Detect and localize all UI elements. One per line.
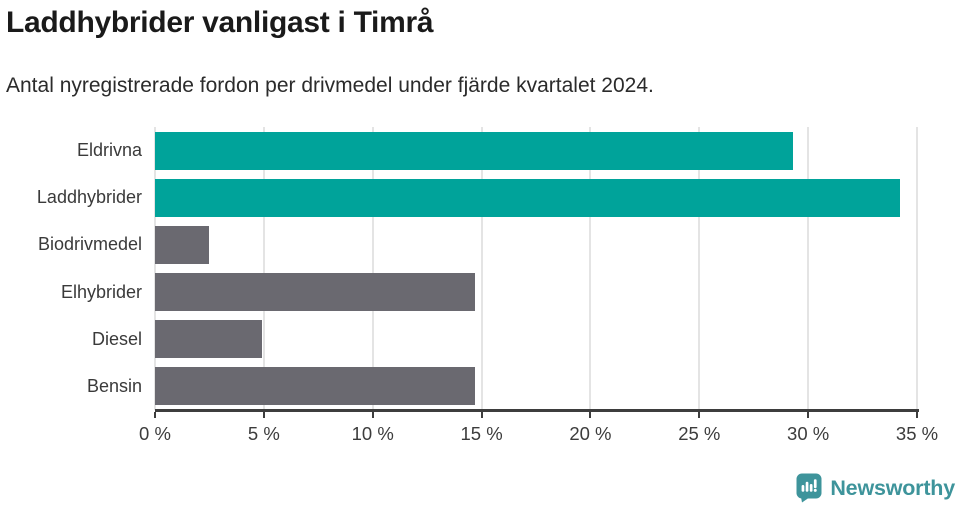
gridline <box>371 127 374 410</box>
newsworthy-icon <box>796 473 822 503</box>
brand-name: Newsworthy <box>830 475 955 500</box>
chart-subtitle: Antal nyregistrerade fordon per drivmede… <box>6 74 654 97</box>
gridline <box>916 127 918 410</box>
bar-elhybrider <box>155 273 476 312</box>
x-axis-tick <box>480 412 483 418</box>
x-axis-tick <box>262 412 265 418</box>
chart-row: Eldrivna <box>77 127 917 174</box>
bar-eldrivna <box>155 131 793 170</box>
chart-row: Elhybrider <box>61 269 917 316</box>
x-axis-tick-label: 20 % <box>569 423 612 444</box>
x-axis-tick-label: 25 % <box>678 423 721 444</box>
x-axis-tick <box>698 412 701 418</box>
gridline <box>807 127 810 410</box>
x-axis-tick <box>154 412 156 418</box>
chart-title: Laddhybrider vanligast i Timrå <box>6 6 434 39</box>
chart-row: Laddhybrider <box>37 174 917 221</box>
gridline <box>154 127 156 410</box>
x-axis-tick-label: 5 % <box>247 423 280 444</box>
bar-laddhybrider <box>155 178 900 217</box>
gridline <box>589 127 592 410</box>
chart-row: Diesel <box>92 316 917 363</box>
x-axis-tick <box>589 412 592 418</box>
chart-row: Bensin <box>87 363 917 410</box>
bar-bensin <box>155 367 476 406</box>
y-axis-label: Laddhybrider <box>36 187 142 208</box>
y-axis-label: Elhybrider <box>60 281 142 302</box>
x-axis-line <box>155 409 919 412</box>
bar-chart: Eldrivna Laddhybrider Biodrivmedel Elhybrid… <box>37 127 918 410</box>
y-axis-label: Diesel <box>91 328 142 349</box>
gridline <box>480 127 483 410</box>
x-axis: 0 % 5 % 10 % 15 % 20 % 25 % 30 % 35 % <box>139 409 938 469</box>
x-axis-tick <box>371 412 374 418</box>
brand-logo: Newsworthy <box>796 473 955 503</box>
chart-row: Biodrivmedel <box>38 221 917 268</box>
x-axis-tick-label: 35 % <box>895 423 939 444</box>
y-axis-label: Biodrivmedel <box>37 234 142 255</box>
bar-biodrivmedel <box>155 225 210 264</box>
bar-diesel <box>155 320 262 359</box>
x-axis-tick-label: 30 % <box>787 423 830 444</box>
x-axis-tick <box>916 412 918 418</box>
x-axis-tick-label: 10 % <box>351 423 394 444</box>
x-axis-tick <box>807 412 810 418</box>
gridline <box>262 127 265 410</box>
x-axis-tick-label: 0 % <box>139 423 171 444</box>
y-axis-label: Bensin <box>86 375 142 396</box>
y-axis-label: Eldrivna <box>76 140 142 161</box>
gridline <box>698 127 701 410</box>
x-axis-tick-label: 15 % <box>460 423 503 444</box>
